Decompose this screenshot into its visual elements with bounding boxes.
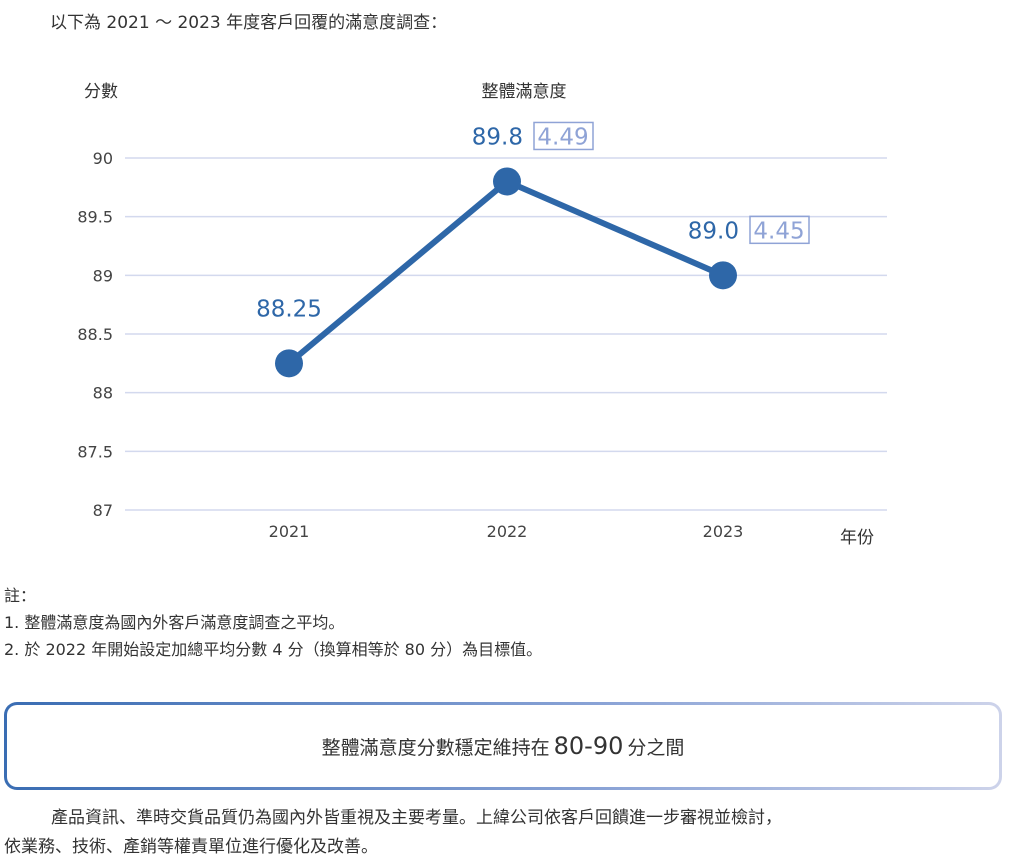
x-tick-label: 2022: [487, 522, 528, 541]
x-tick-label: 2021: [269, 522, 310, 541]
y-tick-label: 89.5: [77, 208, 113, 227]
secondary-label-box: [533, 121, 594, 151]
paragraph-line: 依業務、技術、產銷等權責單位進行優化及改善。: [4, 837, 378, 857]
y-tick-label: 87: [93, 501, 113, 520]
y-tick-label: 89: [93, 266, 113, 285]
notes: 註： 1. 整體滿意度為國內外客戶滿意度調查之平均。 2. 於 2022 年開始…: [4, 582, 542, 663]
y-tick-label: 90: [93, 149, 113, 168]
x-tick-label: 2023: [703, 522, 744, 541]
y-axis-label: 分數: [84, 82, 118, 102]
satisfaction-line-chart: 分數 整體滿意度 年份 87 87.5 88 88.5 89 89.5 90 2021 2022…: [77, 82, 887, 548]
data-label: 89.8: [472, 124, 523, 150]
note-item: 2. 於 2022 年開始設定加總平均分數 4 分（換算相等於 80 分）為目標…: [4, 640, 543, 659]
series-line: [287, 178, 725, 366]
note-item: 1. 整體滿意度為國內外客戶滿意度調查之平均。: [4, 613, 345, 632]
data-label: 88.25: [256, 296, 322, 322]
y-tick-label: 87.5: [77, 442, 113, 461]
highlight-suffix: 分之間: [627, 736, 685, 759]
highlight-prefix: 整體滿意度分數穩定維持在: [321, 736, 550, 759]
data-point: [493, 167, 521, 196]
y-tick-label: 88.5: [77, 325, 113, 344]
secondary-label: 4.45: [753, 218, 804, 244]
summary-paragraph: 產品資訊、準時交貨品質仍為國內外皆重視及主要考量。上緯公司依客戶回饋進一步審視並…: [4, 804, 1004, 862]
data-point: [275, 349, 303, 378]
chart-title: 整體滿意度: [482, 82, 567, 102]
x-axis-label: 年份: [840, 528, 874, 548]
intro-text: 以下為 2021 ～ 2023 年度客戶回覆的滿意度調查：: [50, 13, 448, 33]
secondary-label: 4.49: [537, 124, 588, 150]
data-label: 89.0: [688, 218, 739, 244]
highlight-number: 80-90: [553, 732, 624, 760]
paragraph-line: 產品資訊、準時交貨品質仍為國內外皆重視及主要考量。上緯公司依客戶回饋進一步審視並…: [51, 808, 782, 828]
highlight-box: 整體滿意度分數穩定維持在 80-90 分之間: [4, 702, 1002, 790]
secondary-label-box: [749, 215, 810, 245]
data-point: [709, 261, 737, 290]
y-tick-label: 88: [93, 384, 113, 403]
notes-title: 註：: [4, 586, 37, 605]
